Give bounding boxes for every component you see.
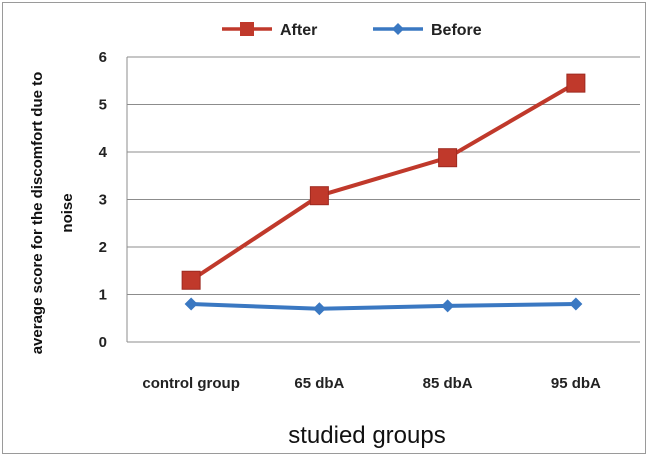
series-line	[190, 81, 577, 282]
x-axis: control group 65 dbA 85 dbA 95 dbA	[126, 57, 601, 392]
series-before	[184, 297, 583, 316]
y-tick-label: 3	[99, 192, 107, 209]
y-tick-label: 1	[99, 287, 107, 304]
y-axis-title: average score for the discomfort due to …	[29, 72, 76, 355]
x-tick-label: control group	[142, 375, 240, 392]
series-after	[181, 73, 586, 290]
x-tick-label: 85 dbA	[423, 375, 473, 392]
x-tick-label: 65 dbA	[294, 375, 344, 392]
y-axis-title-line-1: average score for the discomfort due to	[29, 72, 46, 355]
y-tick-label: 4	[99, 144, 108, 161]
legend-marker-diamond	[392, 23, 404, 35]
y-axis-ticks: 0 1 2 3 4 5 6	[99, 49, 108, 351]
legend-marker-square	[240, 22, 254, 36]
x-axis-title: studied groups	[288, 422, 445, 449]
data-point-diamond	[569, 297, 583, 311]
y-tick-label: 5	[99, 97, 107, 114]
data-point-square	[181, 270, 201, 290]
legend-label: After	[280, 22, 317, 39]
series-line	[191, 302, 576, 311]
data-point-diamond	[312, 302, 326, 316]
y-tick-label: 6	[99, 49, 107, 66]
data-point-square	[438, 148, 458, 168]
legend-item-after: After	[222, 22, 317, 39]
legend-item-before: Before	[373, 22, 482, 39]
data-point-diamond	[184, 297, 198, 311]
data-point-diamond	[441, 299, 455, 313]
legend: After Before	[222, 22, 482, 39]
gridlines	[127, 56, 640, 343]
x-tick-label: 95 dbA	[551, 375, 601, 392]
data-point-square	[566, 73, 586, 93]
y-axis-title-line-2: noise	[59, 193, 76, 232]
data-point-square	[309, 186, 329, 206]
series-lines	[181, 73, 586, 316]
y-tick-label: 2	[99, 239, 107, 256]
chart-frame	[2, 2, 646, 454]
legend-label: Before	[431, 22, 482, 39]
y-tick-label: 0	[99, 334, 107, 351]
